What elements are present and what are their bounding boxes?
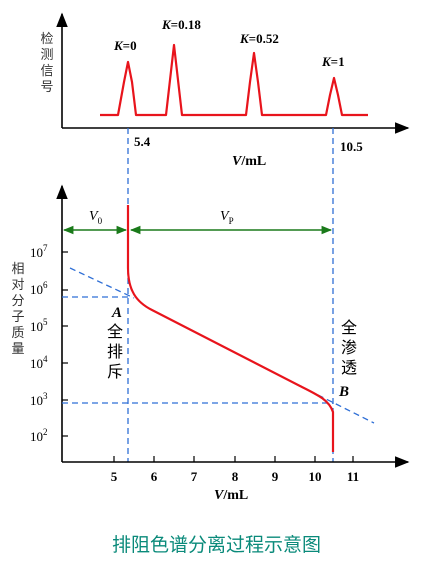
point-a-label: A [111,305,122,321]
x-ticks [113,456,354,462]
y-tick-1e2: 102 [30,427,48,444]
chromatogram-panel: K=0 K=0.18 K=0.52 K=1 5.4 10.5 V/mL [56,12,410,169]
top-x-axis-label: V/mL [232,154,266,169]
x-tick-8: 8 [232,469,239,484]
bottom-y-axis-label: 相对分子质量 [11,262,25,357]
y-ticks [62,251,68,437]
vp-label: VP [220,209,234,226]
figure-caption: 排阻色谱分离过程示意图 [111,534,321,556]
top-tick-10-5: 10.5 [340,139,363,154]
peak-label-k018: K=0.18 [161,17,201,32]
chromatogram-trace [100,43,368,117]
bottom-x-axis-label: V/mL [214,488,248,503]
y-tick-1e3: 103 [30,391,48,408]
y-tick-1e6: 106 [30,280,48,297]
x-tick-9: 9 [272,469,279,484]
x-tick-6: 6 [151,469,158,484]
y-tick-1e5: 105 [30,317,48,334]
peak-label-k1: K=1 [321,54,345,69]
calibration-curve [126,205,335,452]
full-permeation-label: 全渗透 [340,318,357,377]
calibration-panel: 107 106 105 104 103 102 5 6 [30,184,410,503]
peak-label-k0: K=0 [113,38,137,53]
full-exclusion-label: 全排斥 [106,322,123,381]
peak-label-k052: K=0.52 [239,31,279,46]
top-tick-5-4: 5.4 [134,134,151,149]
x-tick-7: 7 [191,469,198,484]
point-b-label: B [338,384,349,400]
y-tick-1e4: 104 [30,354,48,371]
y-tick-1e7: 107 [30,243,48,260]
v0-label: V0 [89,209,103,226]
x-tick-10: 10 [309,469,322,484]
x-tick-5: 5 [111,469,118,484]
x-tick-11: 11 [347,469,359,484]
top-y-axis-label: 检测信号 [40,32,54,95]
tangent-line-a [69,267,135,299]
